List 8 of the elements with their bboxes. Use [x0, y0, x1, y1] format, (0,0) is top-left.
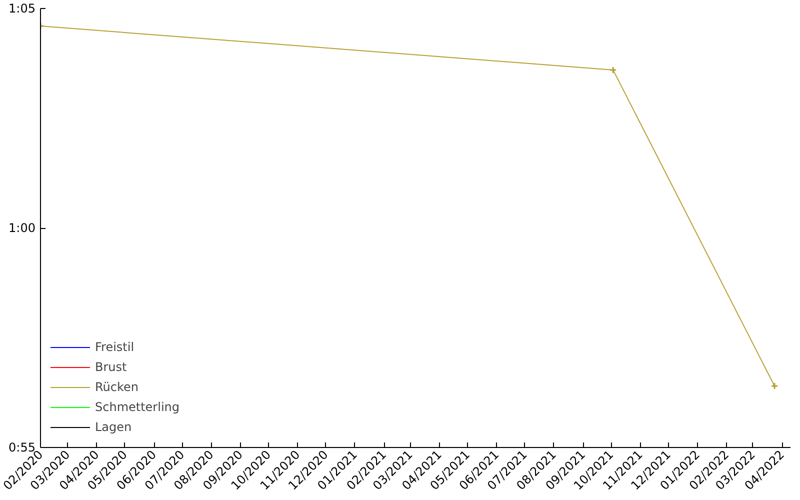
y-tick-label: 1:05 — [8, 2, 36, 16]
legend-label: Lagen — [95, 420, 132, 434]
point — [609, 66, 617, 74]
legend-label: Freistil — [95, 340, 134, 354]
legend-label: Brust — [95, 360, 127, 374]
legend-label: Rücken — [95, 380, 139, 394]
y-tick-label: 1:00 — [8, 221, 36, 235]
legend-label: Schmetterling — [95, 400, 180, 414]
